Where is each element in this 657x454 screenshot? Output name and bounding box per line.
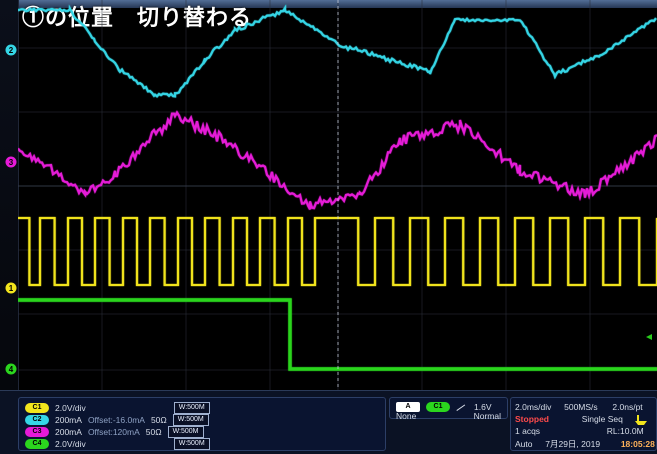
acq-indicator-icon [635,415,641,425]
ch4-scale: 2.0V/div [55,439,86,449]
acq-row-2: Stopped Single Seq [515,414,641,425]
ch3-badge: C3 [25,427,49,437]
acquisition-box[interactable]: 2.0ms/div 500MS/s 2.0ns/pt Stopped Singl… [510,397,657,451]
acq-row-4: Auto 7月29日, 2019 18:05:28 [515,438,655,450]
ch2-trace [18,8,656,96]
svg-text:3: 3 [9,158,14,167]
acq-mode: Single Seq [582,414,623,424]
timebase: 2.0ms/div [515,402,551,412]
sample-rate: 500MS/s [564,402,598,412]
channel-settings-box: C1 2.0V/div W:500M C2 200mA Offset:-16.0… [18,397,386,451]
ch4-badge: C4 [25,439,49,449]
trigger-bottom-row: None Normal [396,410,501,422]
ch4-right-arrow [646,334,652,340]
ch2-offset: Offset:-16.0mA [88,415,145,425]
acq-time: 18:05:28 [621,439,655,449]
ch3-marker[interactable]: 3 [6,157,17,168]
ch3-scale: 200mA [55,427,82,437]
ch4-marker[interactable]: 4 [6,364,17,375]
svg-text:4: 4 [9,365,14,374]
bottom-status-panel: C1 2.0V/div W:500M C2 200mA Offset:-16.0… [0,390,657,454]
ch3-settings-row[interactable]: C3 200mA Offset:120mA 50Ω W:500M [25,426,204,438]
ch2-scale: 200mA [55,415,82,425]
record-length: RL:10.0M [607,426,644,436]
acq-row-3: 1 acqs RL:10.0M [515,426,644,436]
ch1-settings-row[interactable]: C1 2.0V/div W:500M [25,402,210,414]
trigger-none: None [396,411,416,421]
ch2-settings-row[interactable]: C2 200mA Offset:-16.0mA 50Ω W:500M [25,414,209,426]
ch3-bw-limit: W:500M [168,426,204,438]
ch1-marker[interactable]: 1 [6,283,17,294]
resolution: 2.0ns/pt [612,402,642,412]
acq-date: 7月29日, 2019 [545,439,600,449]
ch2-badge: C2 [25,415,49,425]
svg-text:2: 2 [9,46,14,55]
ch3-offset: Offset:120mA [88,427,140,437]
ch2-bw-limit: W:500M [173,414,209,426]
ch4-settings-row[interactable]: C4 2.0V/div W:500M [25,438,210,450]
ch2-marker[interactable]: 2 [6,45,17,56]
trigger-box[interactable]: A C1 1.6V None Normal [389,397,508,419]
svg-text:1: 1 [9,284,14,293]
trigger-mode: Normal [474,411,501,421]
ch1-badge: C1 [25,403,49,413]
acq-count: 1 acqs [515,426,540,436]
acq-row-1: 2.0ms/div 500MS/s 2.0ns/pt [515,402,643,412]
ch3-impedance: 50Ω [146,427,162,437]
ch1-scale: 2.0V/div [55,403,86,413]
acq-status: Stopped [515,414,549,424]
ch1-bw-limit: W:500M [174,402,210,414]
ch2-impedance: 50Ω [151,415,167,425]
acq-auto: Auto [515,439,533,449]
ch4-bw-limit: W:500M [174,438,210,450]
waveform-plot: 2 3 1 4 [0,0,657,390]
